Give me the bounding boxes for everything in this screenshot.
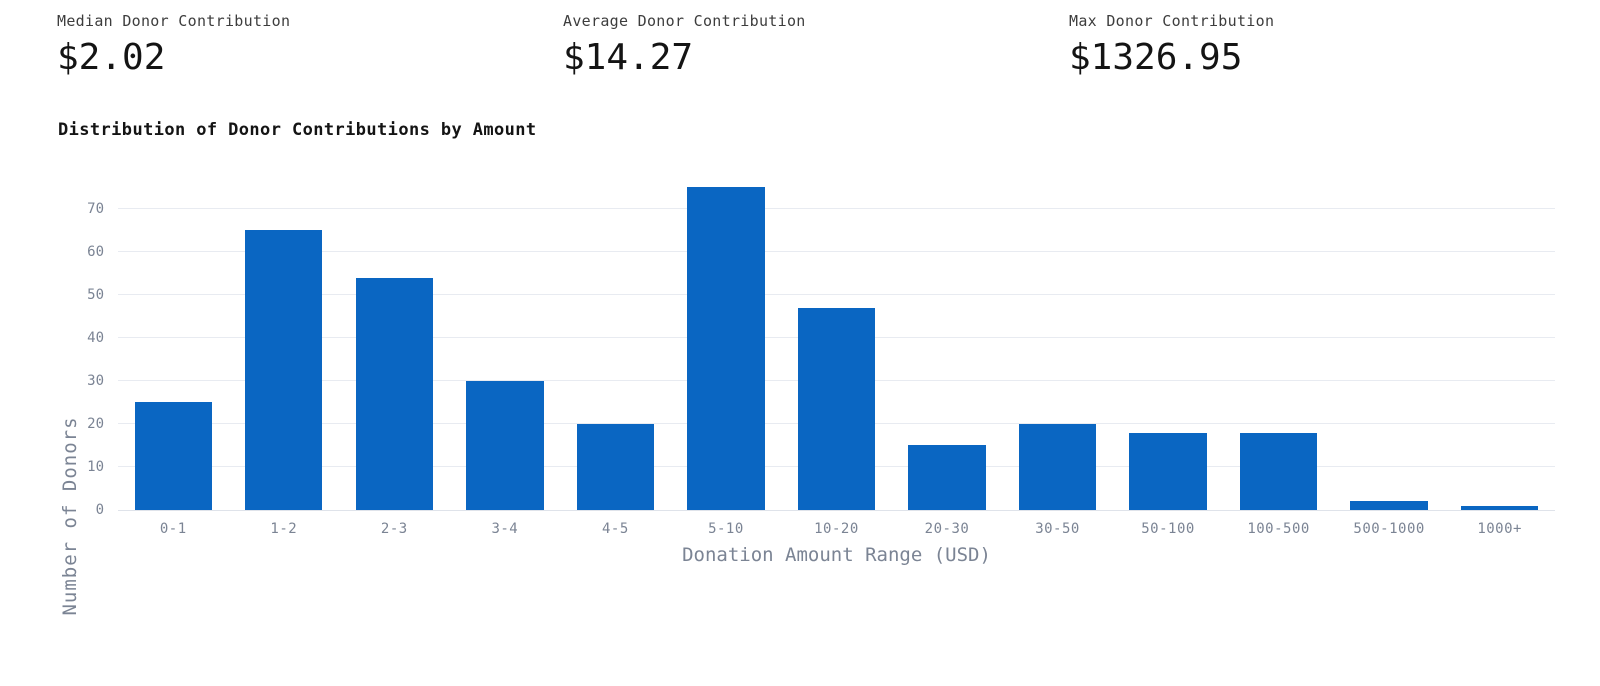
x-tick-label: 500-1000 [1353,521,1425,537]
bar-50-100[interactable] [1129,432,1207,510]
bars-row [118,170,1555,510]
gridline [118,208,1555,210]
bar-2-3[interactable] [355,277,433,510]
bar-cell [450,170,561,510]
x-axis-tick-labels: 0-1 1-2 2-3 3-4 4-5 5-10 10-20 20-30 30-50 50-100… [118,520,1555,538]
plot-area[interactable]: 0-1 1-2 2-3 3-4 4-5 5-10 10-20 20-30 30-50 50-100… [87,170,1555,537]
x-tick-label: 1-2 [270,521,298,537]
y-tick-label: 50 [87,286,104,303]
x-tick-label: 2-3 [380,521,408,537]
stat-card-max: Max Donor Contribution $1326.95 [1069,12,1274,78]
y-tick-label: 20 [87,415,104,432]
bar-cell [1113,170,1224,510]
bar-cell [1223,170,1334,510]
chart-title: Distribution of Donor Contributions by A… [58,120,537,140]
stat-card-average: Average Donor Contribution $14.27 [563,12,806,78]
bar-1000+[interactable] [1460,505,1539,510]
bar-30-50[interactable] [1018,423,1097,510]
x-tick-label: 5-10 [708,521,744,537]
y-tick-label: 40 [87,329,104,346]
bar-cell [1444,170,1555,510]
x-tick-label: 100-500 [1247,521,1310,537]
bar-cell [229,170,340,510]
y-tick-label: 10 [87,458,104,475]
stat-value: $1326.95 [1069,37,1243,78]
bar-cell [1002,170,1113,510]
bar-cell [1334,170,1445,510]
dashboard: Median Donor Contribution $2.02 Average … [0,12,1600,616]
x-axis-title: Donation Amount Range (USD) [682,544,991,566]
bar-chart: Number of Donors 0-1 1-2 2-3 3-4 4-5 5-10 10-2… [0,170,1600,616]
bar-3-4[interactable] [466,380,544,510]
y-tick-label: 60 [87,243,104,260]
x-tick-label: 50-100 [1141,521,1195,537]
y-tick-label: 70 [87,200,104,217]
bar-cell [781,170,892,510]
x-tick-label: 3-4 [491,521,519,537]
bar-1-2[interactable] [245,230,323,510]
bar-cell [560,170,671,510]
y-tick-label: 30 [87,372,104,389]
bar-500-1000[interactable] [1350,501,1428,510]
bar-cell [671,170,782,510]
bar-0-1[interactable] [134,402,212,510]
x-tick-label: 10-20 [814,521,859,537]
stat-label: Max Donor Contribution [1069,12,1275,30]
gridline [118,294,1555,296]
x-tick-label: 4-5 [601,521,629,537]
x-tick-label: 20-30 [924,521,970,537]
bar-4-5[interactable] [576,423,655,510]
stat-label: Median Donor Contribution [57,12,291,30]
bar-cell [339,170,450,510]
bar-5-10[interactable] [687,187,765,510]
stat-value: $14.27 [563,37,694,78]
x-axis-zero-line [118,509,1555,511]
stat-card-median: Median Donor Contribution $2.02 [57,12,290,78]
x-tick-label: 30-50 [1035,521,1080,537]
stat-value: $2.02 [57,37,166,78]
bar-20-30[interactable] [908,445,986,510]
gridline [118,251,1555,253]
bar-10-20[interactable] [797,307,876,510]
bar-cell [892,170,1003,510]
y-tick-label: 0 [95,502,104,518]
bar-100-500[interactable] [1239,432,1318,510]
bar-cell [118,170,229,510]
x-tick-label: 0-1 [159,521,187,537]
x-tick-label: 1000+ [1477,521,1522,537]
stat-label: Average Donor Contribution [563,12,806,30]
